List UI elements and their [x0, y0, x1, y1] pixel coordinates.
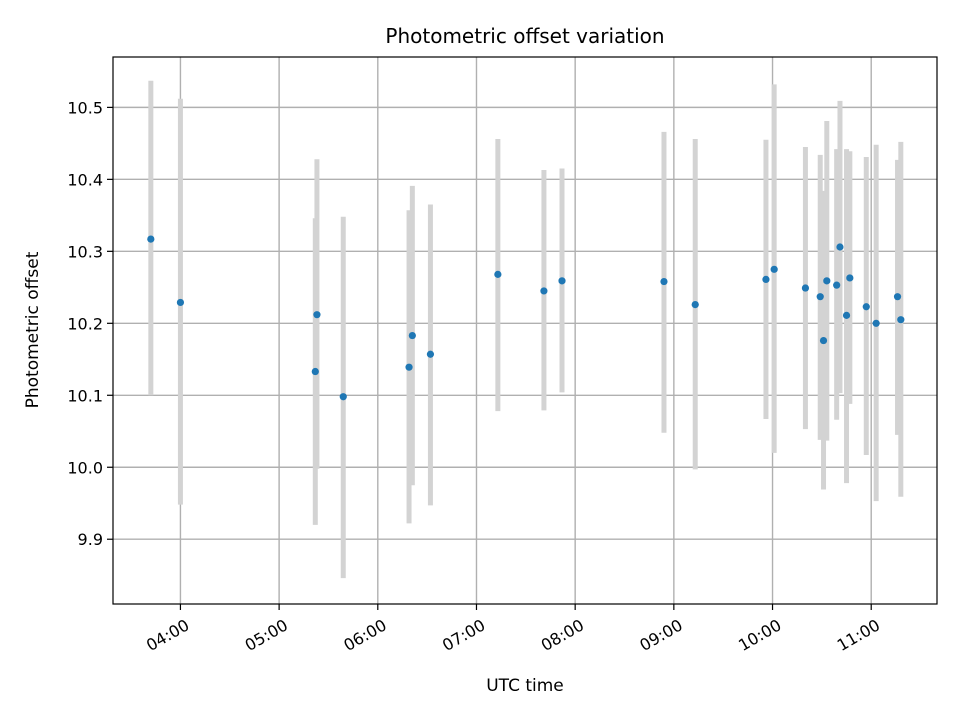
x-axis-label: UTC time [486, 676, 564, 696]
data-point [558, 277, 566, 285]
data-point [836, 243, 844, 251]
data-point [426, 350, 435, 358]
y-tick-label: 10.5 [67, 98, 103, 117]
data-point [176, 298, 185, 307]
data-point [540, 287, 548, 295]
x-tick-label: 11:00 [834, 615, 883, 655]
y-tick-label: 10.3 [67, 242, 103, 261]
data-point [494, 270, 502, 278]
data-point [833, 281, 841, 289]
data-point [816, 293, 824, 301]
data-point [147, 235, 155, 243]
data-point [691, 300, 699, 309]
data-point [846, 274, 854, 282]
data-point [408, 331, 416, 340]
data-point [405, 363, 413, 371]
data-point [897, 316, 905, 324]
error-bars [148, 80, 904, 579]
axis-ticks: 9.9 10.0 10.1 10.2 10.3 10.4 10.5 04:00 05:00 06:… [67, 98, 883, 655]
x-tick-label: 05:00 [242, 615, 291, 655]
data-point [339, 393, 347, 401]
y-tick-label: 9.9 [78, 530, 103, 549]
data-point [862, 303, 870, 311]
x-tick-label: 04:00 [143, 615, 192, 655]
data-point [801, 284, 810, 292]
data-point [660, 277, 668, 286]
y-axis-label: Photometric offset [23, 251, 43, 408]
x-tick-label: 10:00 [735, 615, 784, 655]
data-point [770, 265, 778, 273]
data-point [313, 311, 321, 319]
data-point [842, 311, 851, 319]
grid [113, 57, 937, 604]
y-tick-label: 10.0 [67, 458, 103, 477]
chart-title: Photometric offset variation [385, 24, 664, 48]
x-tick-label: 09:00 [636, 615, 685, 655]
y-tick-label: 10.2 [67, 314, 103, 333]
data-point [311, 367, 319, 376]
data-point [893, 293, 902, 301]
y-tick-label: 10.4 [67, 170, 103, 189]
y-tick-label: 10.1 [67, 386, 103, 405]
x-tick-label: 08:00 [538, 615, 587, 655]
data-point [872, 319, 880, 327]
x-tick-label: 07:00 [439, 615, 488, 655]
data-point [823, 277, 831, 285]
data-points [147, 235, 905, 401]
plot-frame [112, 56, 938, 605]
data-point [819, 336, 828, 345]
data-point [762, 275, 770, 283]
x-tick-label: 06:00 [340, 615, 389, 655]
